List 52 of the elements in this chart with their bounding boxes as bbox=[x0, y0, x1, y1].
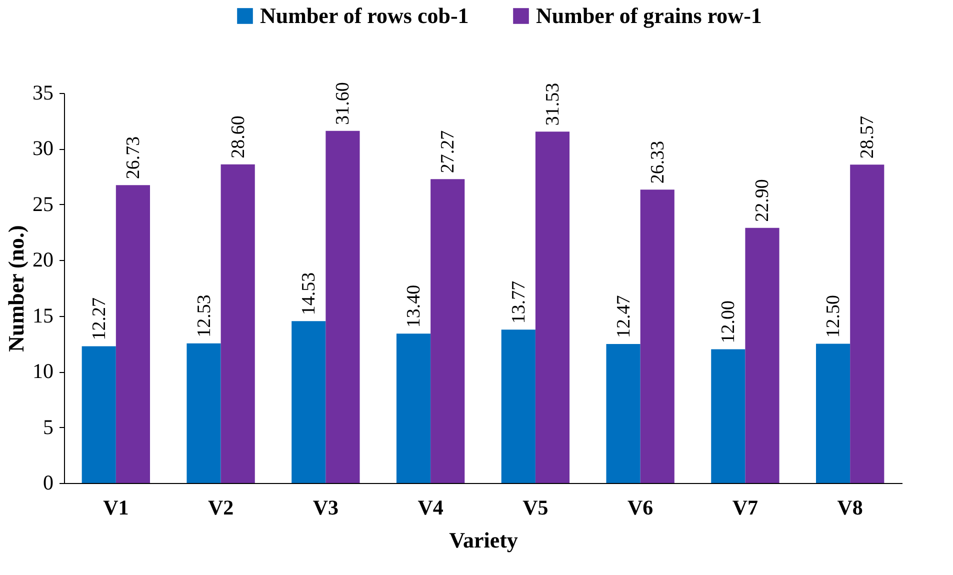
data-label: 26.73 bbox=[122, 136, 144, 180]
bar bbox=[116, 185, 150, 483]
data-label: 14.53 bbox=[298, 272, 320, 316]
bar bbox=[711, 349, 746, 483]
x-tick-label: V8 bbox=[837, 496, 863, 520]
x-tick-label: V4 bbox=[418, 496, 444, 520]
bar bbox=[326, 130, 360, 483]
data-label: 13.77 bbox=[508, 280, 530, 324]
bar bbox=[430, 179, 465, 483]
x-tick-label: V7 bbox=[732, 496, 758, 520]
y-tick-label: 30 bbox=[32, 136, 54, 160]
y-tick-label: 35 bbox=[32, 80, 54, 104]
data-label: 26.33 bbox=[647, 140, 668, 184]
x-tick-label: V6 bbox=[627, 496, 654, 520]
data-label: 31.53 bbox=[542, 82, 564, 126]
bar bbox=[501, 330, 536, 483]
bar bbox=[816, 344, 850, 483]
y-tick-label: 25 bbox=[32, 192, 54, 216]
x-tick-label: V1 bbox=[103, 496, 129, 520]
data-label: 22.90 bbox=[752, 179, 774, 222]
bar bbox=[396, 334, 431, 483]
data-label: 13.40 bbox=[404, 284, 425, 328]
y-tick-label: 5 bbox=[43, 414, 54, 439]
y-tick-label: 20 bbox=[32, 248, 54, 272]
data-label: 12.53 bbox=[194, 294, 215, 338]
y-axis-title: Number (no.) bbox=[4, 225, 28, 352]
data-label: 12.50 bbox=[823, 294, 844, 338]
y-tick-label: 15 bbox=[32, 303, 54, 328]
bar bbox=[640, 190, 674, 483]
bar bbox=[606, 344, 640, 483]
bar bbox=[220, 164, 255, 483]
data-label: 28.57 bbox=[857, 116, 878, 159]
bar bbox=[745, 228, 780, 483]
data-label: 27.27 bbox=[438, 130, 459, 174]
bar bbox=[186, 343, 221, 483]
y-tick-label: 10 bbox=[32, 359, 54, 384]
data-label: 12.27 bbox=[88, 298, 110, 340]
legend-label: Number of grains row-1 bbox=[536, 3, 762, 28]
x-tick-label: V5 bbox=[522, 496, 548, 520]
data-label: 31.60 bbox=[332, 82, 354, 125]
bar bbox=[292, 321, 326, 483]
x-tick-label: V2 bbox=[208, 496, 234, 520]
data-label: 12.47 bbox=[613, 295, 634, 338]
data-label: 12.00 bbox=[718, 300, 740, 344]
data-label: 28.60 bbox=[228, 116, 249, 158]
bar bbox=[850, 164, 884, 483]
bar bbox=[82, 346, 116, 483]
x-tick-label: V3 bbox=[312, 496, 339, 520]
y-tick-label: 0 bbox=[43, 470, 54, 494]
x-axis-title: Variety bbox=[449, 528, 518, 552]
legend-label: Number of rows cob-1 bbox=[260, 3, 469, 28]
bar bbox=[535, 132, 570, 483]
